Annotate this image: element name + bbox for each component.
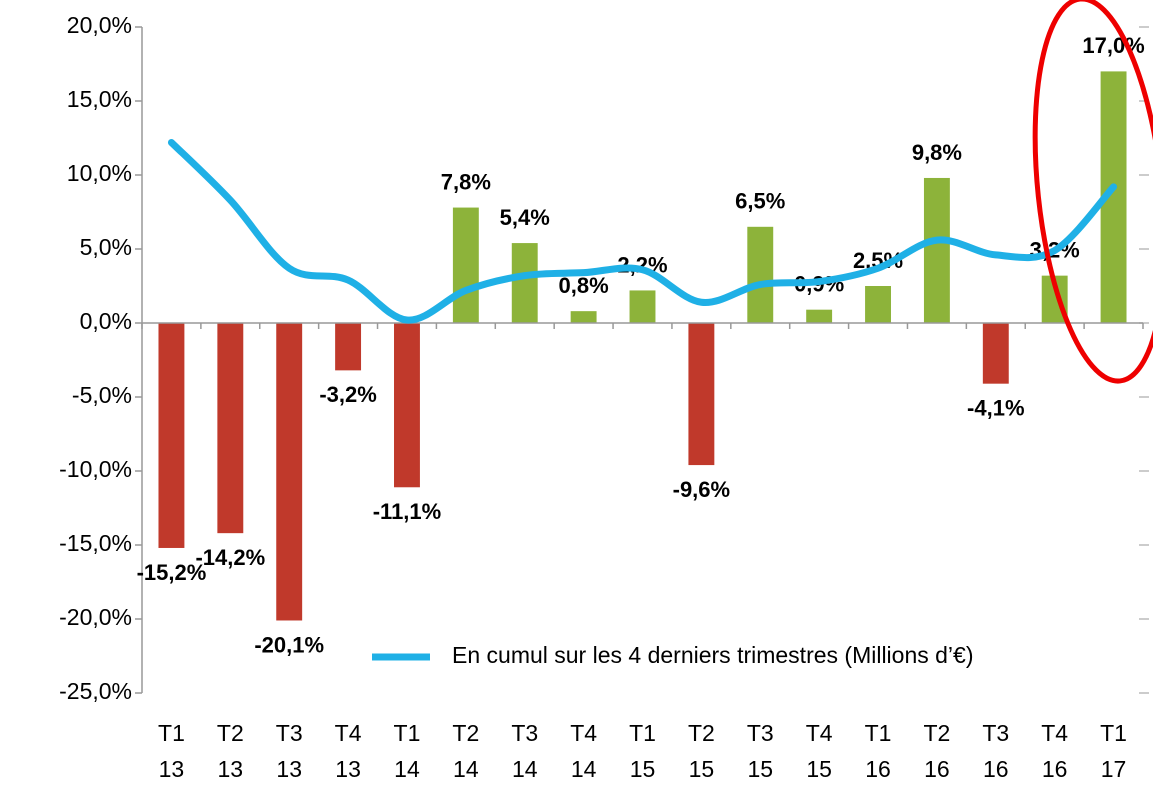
x-tick-label: T3 16 [982, 720, 1010, 782]
bar [394, 323, 420, 488]
bar [806, 309, 833, 323]
value-label: 0,8% [559, 273, 609, 298]
x-tick-label: T1 16 [864, 720, 892, 782]
bar [511, 243, 538, 323]
bar [923, 177, 950, 323]
bar [688, 323, 715, 466]
x-tick-label: T2 15 [687, 720, 715, 782]
value-label: 6,5% [735, 189, 785, 214]
value-label: 9,8% [912, 140, 962, 165]
bar [276, 323, 303, 621]
bar [747, 226, 774, 323]
y-tick-label: 5,0% [80, 234, 132, 260]
y-tick-label: 20,0% [67, 12, 132, 38]
bar [570, 311, 597, 323]
y-tick-label: -20,0% [59, 604, 132, 630]
value-label: -15,2% [137, 560, 207, 585]
x-tick-label: T1 13 [158, 720, 185, 782]
x-tick-label: T2 16 [923, 720, 951, 782]
legend-label: En cumul sur les 4 derniers trimestres (… [452, 642, 974, 668]
value-label: -20,1% [254, 632, 324, 657]
x-tick-label: T3 15 [746, 720, 774, 782]
value-label: -11,1% [373, 499, 442, 524]
y-tick-label: -15,0% [59, 530, 132, 556]
value-label: 17,0% [1082, 33, 1144, 58]
x-tick-label: T3 13 [275, 720, 303, 782]
y-tick-label: -10,0% [59, 456, 132, 482]
x-tick-label: T4 14 [570, 720, 598, 782]
value-label: -14,2% [195, 545, 265, 570]
x-tick-label: T4 13 [334, 720, 362, 782]
bar [335, 323, 362, 371]
x-tick-label: T4 15 [805, 720, 833, 782]
y-tick-label: -25,0% [59, 678, 132, 704]
bar [982, 323, 1009, 384]
y-tick-label: 15,0% [67, 86, 132, 112]
bar [217, 323, 244, 534]
x-tick-label: T1 15 [629, 720, 656, 782]
y-tick-label: 0,0% [80, 308, 132, 334]
x-tick-label: T1 17 [1100, 720, 1127, 782]
line-series [167, 138, 1118, 324]
x-tick-label: T3 14 [511, 720, 539, 782]
highlight-ellipse [1032, 0, 1153, 384]
bar [865, 286, 891, 323]
value-label: 5,4% [500, 205, 550, 230]
x-tick-label: T2 13 [216, 720, 244, 782]
bar [452, 207, 479, 323]
bar [158, 323, 185, 548]
value-label: -9,6% [673, 477, 730, 502]
x-tick-label: T2 14 [452, 720, 480, 782]
y-tick-label: -5,0% [72, 382, 132, 408]
bar [629, 290, 656, 323]
value-label: 7,8% [441, 169, 491, 194]
x-tick-label: T1 14 [393, 720, 421, 782]
value-label: -4,1% [967, 395, 1024, 420]
value-label: -3,2% [319, 382, 376, 407]
y-tick-label: 10,0% [67, 160, 132, 186]
x-tick-label: T4 16 [1041, 720, 1069, 782]
